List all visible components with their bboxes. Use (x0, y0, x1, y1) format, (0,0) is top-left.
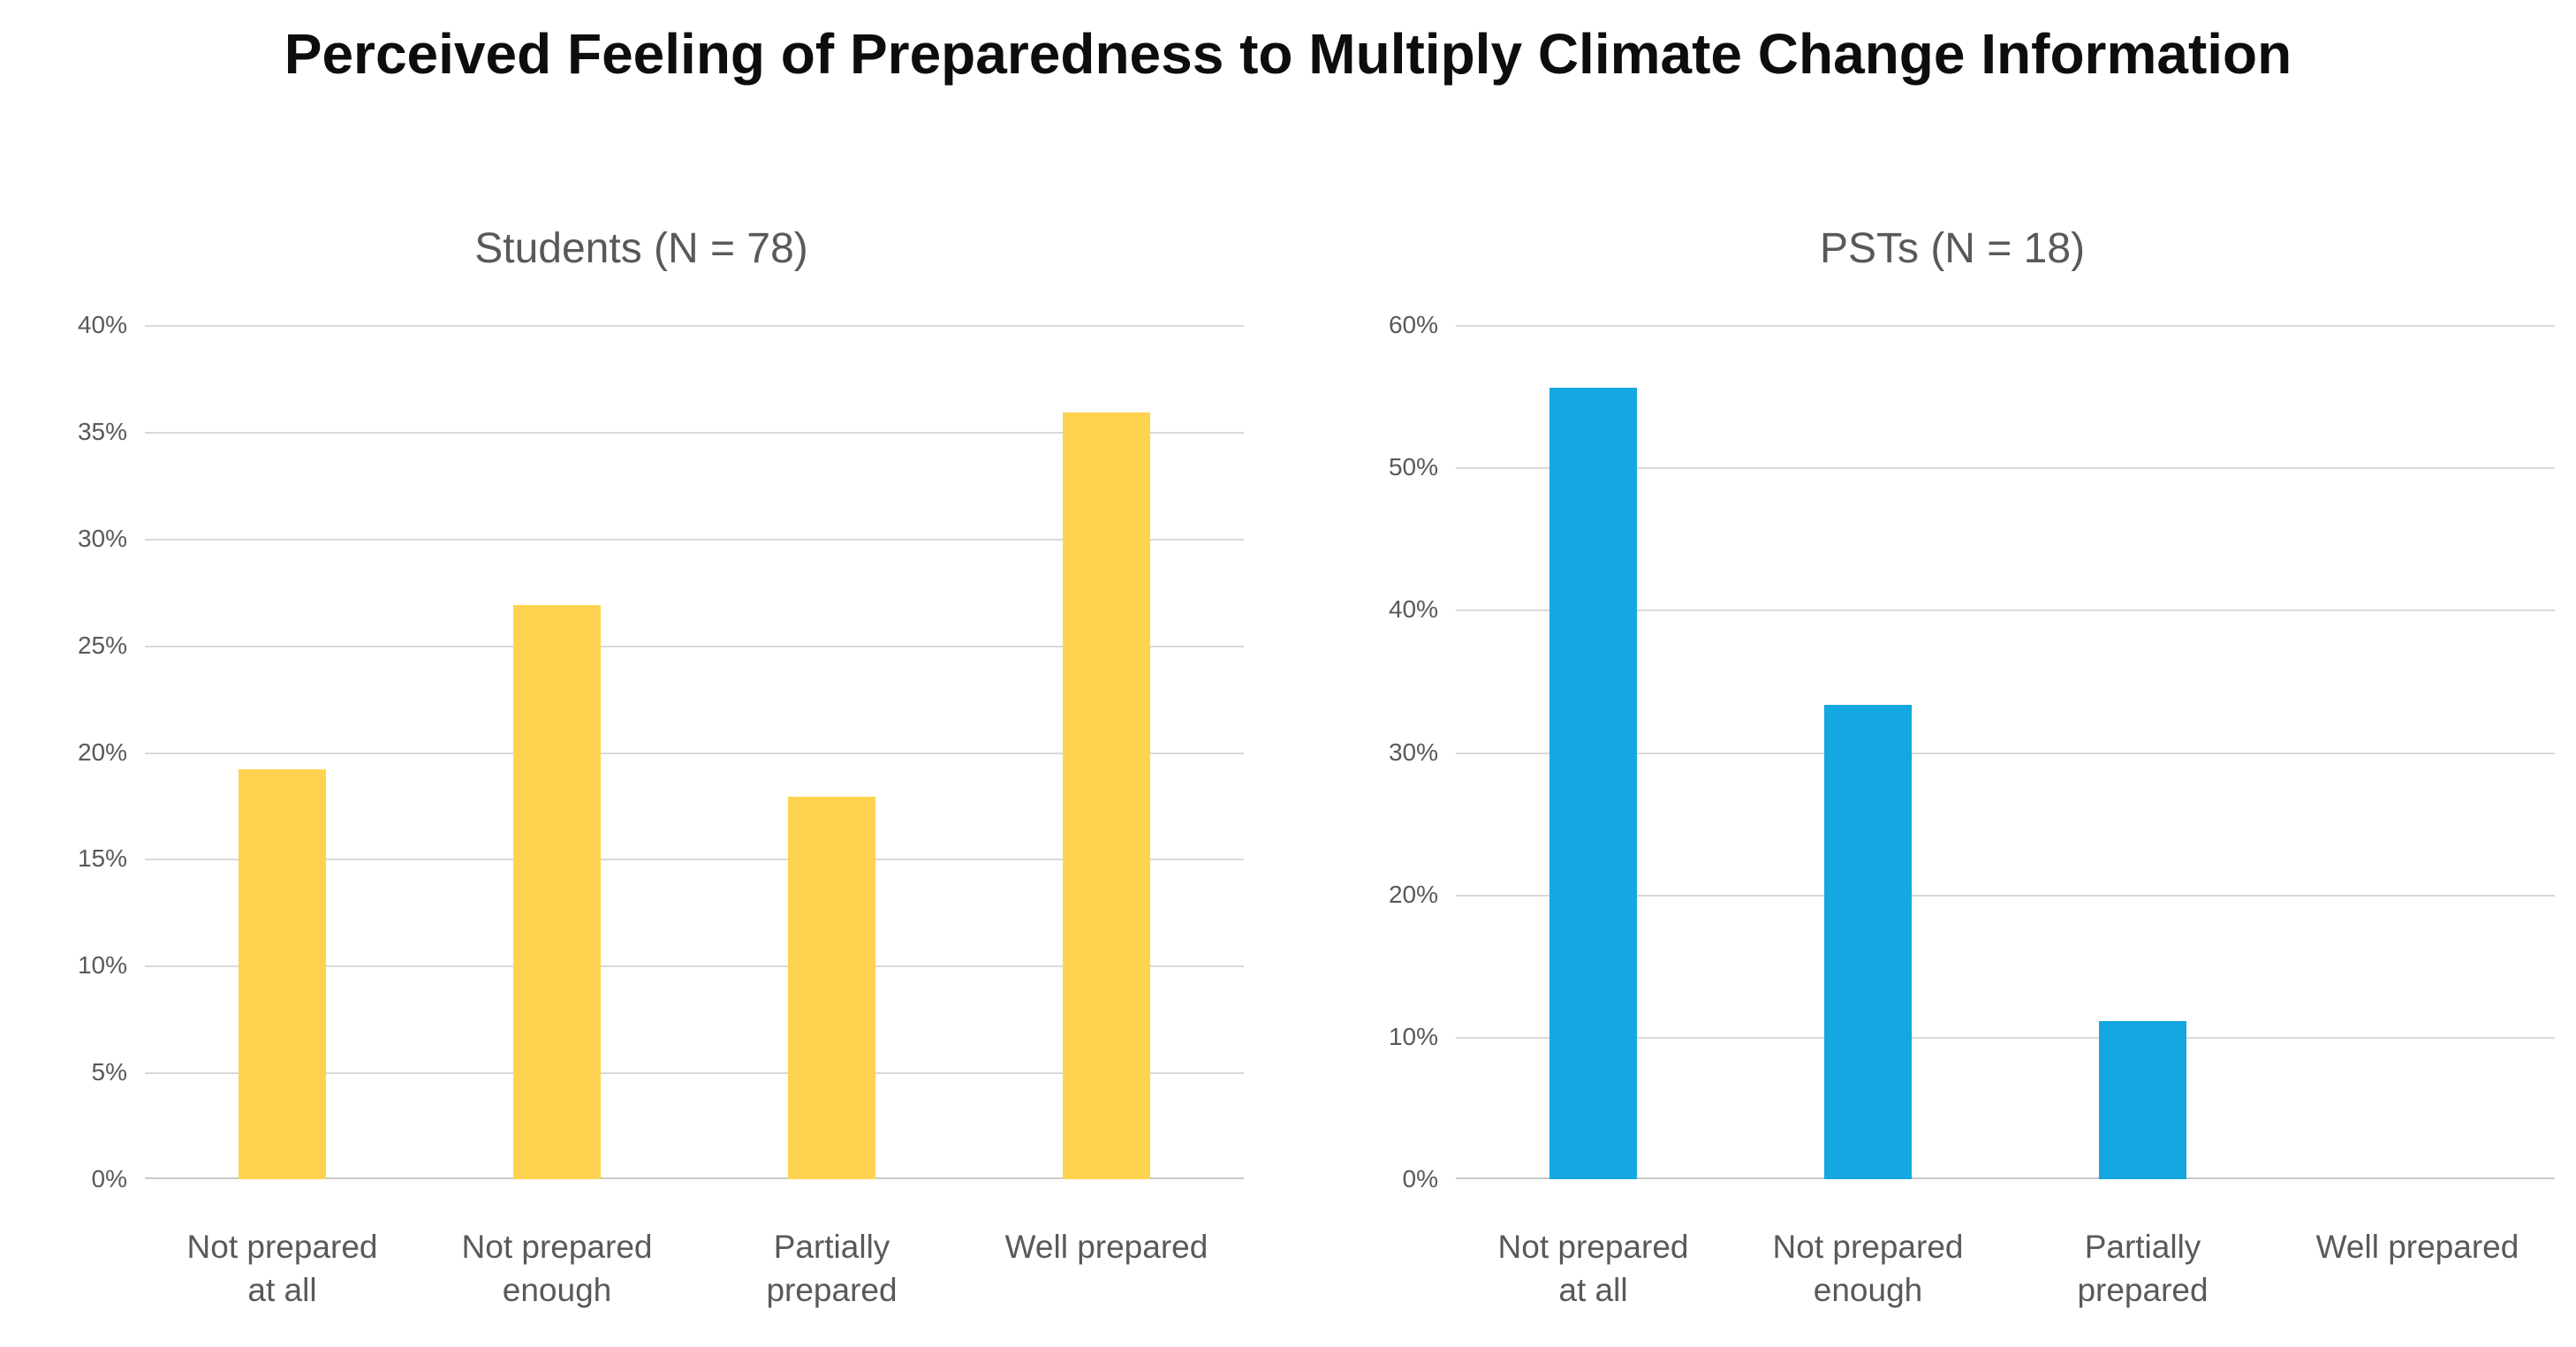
y-tick-label: 30% (77, 524, 127, 552)
gridline-20 (1456, 894, 2555, 897)
y-tick-label: 50% (1388, 453, 1438, 481)
bar-slot-well-prepared (2280, 325, 2555, 1179)
plot-row: 0% 10% 20% 30% 40% 50% 60% (1350, 311, 2555, 1192)
bar-partially-prepared (2098, 1021, 2187, 1179)
gridline-10 (145, 965, 1244, 968)
figure-title: Perceived Feeling of Preparedness to Mul… (284, 22, 2292, 86)
chart-subtitle-psts: PSTs (N = 18) (1819, 225, 2086, 272)
bar-slot-well-prepared (969, 325, 1244, 1179)
bar-slot-not-prepared-at-all (1456, 325, 1731, 1179)
category-label-not-prepared-enough: Not prepared enough (1772, 1229, 1964, 1308)
bar-slot-partially-prepared (694, 325, 969, 1179)
category-label-not-prepared-enough: Not prepared enough (461, 1229, 653, 1308)
bar-slot-not-prepared-at-all (145, 325, 420, 1179)
chart-subtitle-students: Students (N = 78) (474, 225, 808, 272)
y-tick-label: 0% (91, 1165, 127, 1192)
bars-group (145, 325, 1244, 1179)
category-label-well-prepared: Well prepared (2315, 1229, 2519, 1265)
plot-area (1456, 325, 2555, 1179)
bar-not-prepared-at-all (238, 768, 327, 1179)
gridline-40 (145, 325, 1244, 327)
gridline-30 (1456, 752, 2555, 754)
category-label-partially-prepared: Partially prepared (766, 1229, 898, 1308)
y-tick-label: 60% (1388, 311, 1438, 338)
gridline-10 (1456, 1036, 2555, 1039)
bar-partially-prepared (787, 797, 876, 1179)
y-tick-label: 20% (1388, 880, 1438, 908)
bar-well-prepared (1062, 412, 1151, 1179)
gridline-40 (1456, 609, 2555, 612)
category-label-partially-prepared: Partially prepared (2077, 1229, 2209, 1308)
y-tick-label: 20% (77, 738, 127, 766)
y-tick-label: 30% (1388, 738, 1438, 766)
category-label-well-prepared: Well prepared (1004, 1229, 1208, 1265)
gridline-60 (1456, 325, 2555, 327)
y-tick-label: 5% (91, 1058, 127, 1086)
y-tick-label: 10% (1388, 1022, 1438, 1050)
gridline-30 (145, 538, 1244, 541)
charts-row: Students (N = 78) 0% 5% 10% 15% 20% 25% 30% 35%… (0, 90, 2576, 1312)
bar-slot-not-prepared-enough (1731, 325, 2005, 1179)
plot-row: 0% 5% 10% 15% 20% 25% 30% 35% 40% (39, 311, 1244, 1192)
x-axis-labels: Not prepared at all Not prepared enough Pa… (1456, 1225, 2555, 1312)
y-tick-label: 25% (77, 631, 127, 659)
y-tick-label: 40% (1388, 595, 1438, 624)
chart-students: Students (N = 78) 0% 5% 10% 15% 20% 25% 30% 35%… (39, 90, 1244, 1312)
bar-not-prepared-enough (1823, 705, 1913, 1179)
gridline-0 (145, 1177, 1244, 1179)
category-label-not-prepared-at-all: Not prepared at all (186, 1229, 378, 1308)
y-tick-label: 0% (1402, 1165, 1438, 1192)
bar-not-prepared-enough (512, 604, 602, 1179)
gridline-15 (145, 859, 1244, 861)
gridline-50 (1456, 467, 2555, 470)
chart-psts: PSTs (N = 18) 0% 10% 20% 30% 40% 50% 60% Not p… (1350, 90, 2555, 1312)
y-tick-label: 40% (77, 311, 127, 338)
gridline-5 (145, 1072, 1244, 1075)
category-label-not-prepared-at-all: Not prepared at all (1497, 1229, 1689, 1308)
x-axis-labels: Not prepared at all Not prepared enough Pa… (145, 1225, 1244, 1312)
bar-slot-partially-prepared (2005, 325, 2280, 1179)
y-tick-label: 10% (77, 951, 127, 980)
plot-area (145, 325, 1244, 1179)
gridline-35 (145, 431, 1244, 434)
y-tick-label: 35% (77, 417, 127, 445)
gridline-25 (145, 645, 1244, 647)
y-tick-label: 15% (77, 844, 127, 873)
y-axis-labels: 0% 5% 10% 15% 20% 25% 30% 35% 40% (39, 311, 145, 1192)
gridline-0 (1456, 1177, 2555, 1179)
gridline-20 (145, 752, 1244, 754)
bar-slot-not-prepared-enough (420, 325, 694, 1179)
y-axis-labels: 0% 10% 20% 30% 40% 50% 60% (1350, 311, 1456, 1192)
bar-not-prepared-at-all (1549, 387, 1638, 1179)
bars-group (1456, 325, 2555, 1179)
